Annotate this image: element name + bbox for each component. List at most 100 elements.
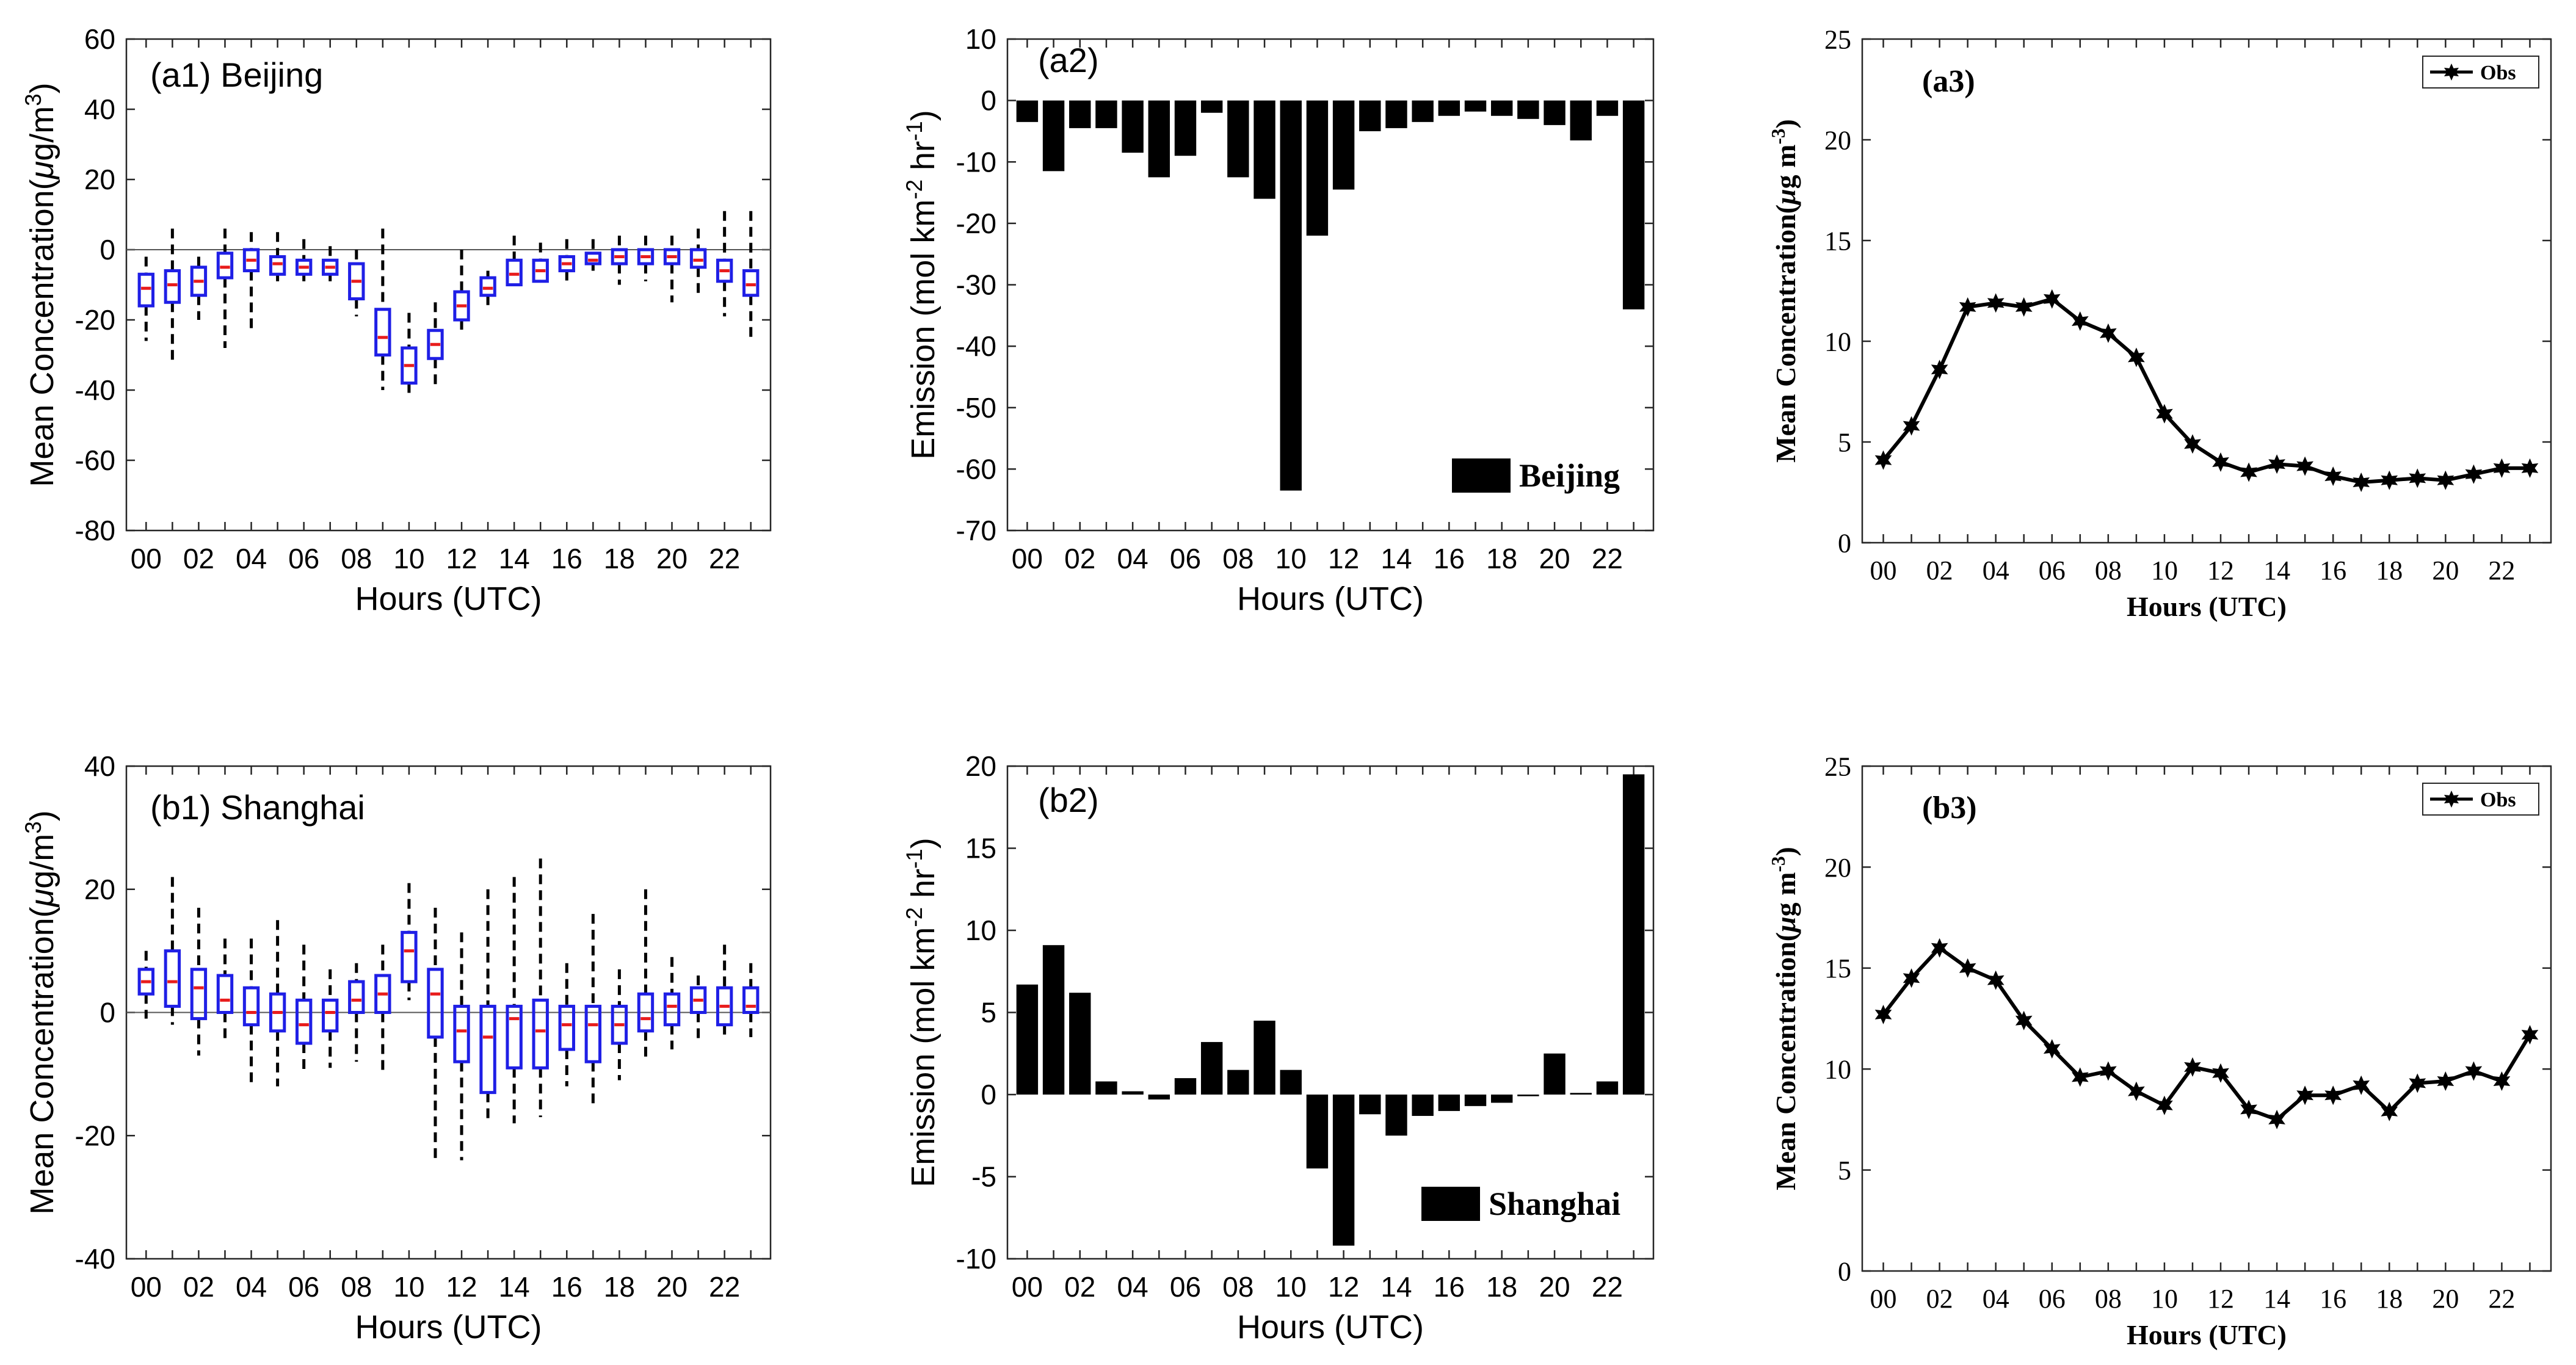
box-b1-03: [216, 938, 234, 1043]
bar-a2-14: [1385, 100, 1407, 128]
bar-a2-22: [1596, 100, 1619, 116]
x-tick-label: 02: [1926, 1284, 1953, 1314]
legend-box: [2422, 56, 2539, 89]
box-b1-21: [689, 975, 707, 1043]
x-tick-label: 06: [288, 1271, 319, 1303]
y-tick-label: -30: [956, 269, 996, 301]
y-tick-label: -60: [75, 444, 115, 476]
x-tick-label: 14: [499, 1271, 530, 1303]
plot-area-frame: [1861, 765, 2552, 1272]
panel-label: (b3): [1922, 791, 1977, 825]
x-tick-label: 16: [1434, 543, 1465, 574]
y-axis-title-part: μ: [24, 161, 60, 181]
y-tick-label: 40: [84, 750, 115, 782]
box-iqr: [137, 968, 154, 996]
panel-label: (a3): [1922, 64, 1975, 99]
bar-a2-18: [1490, 100, 1513, 116]
y-axis-title-part: Emission (mol km: [905, 200, 942, 460]
box-iqr: [584, 1004, 602, 1063]
obs-point-b3-10: [2156, 1095, 2173, 1115]
x-tick-label: 04: [1983, 1284, 2009, 1314]
box-iqr: [216, 252, 234, 280]
box-b1-20: [663, 957, 681, 1050]
bar-a2-16: [1438, 100, 1460, 116]
box-a1-09: [374, 228, 391, 390]
y-tick-label: -40: [75, 1243, 115, 1275]
bar-b2-04: [1122, 1091, 1144, 1095]
obs-point-a3-18: [2381, 470, 2398, 490]
x-tick-label: 22: [2488, 1284, 2515, 1314]
x-tick-label: 16: [551, 1271, 582, 1303]
box-b1-04: [242, 938, 260, 1087]
y-axis-title-part: Mean Concentration(: [24, 179, 60, 487]
box-b1-14: [506, 877, 523, 1124]
y-axis-title-part: ): [24, 82, 60, 93]
plot-area-frame: [1006, 765, 1655, 1260]
obs-point-a3-20: [2437, 470, 2454, 490]
y-axis-title-part: μ: [1770, 916, 1801, 933]
bar-b2-01: [1042, 945, 1065, 1095]
box-iqr: [164, 949, 181, 1008]
box-iqr: [427, 328, 444, 360]
bar-a2-11: [1306, 100, 1329, 236]
box-b1-16: [558, 963, 575, 1087]
box-iqr: [689, 248, 707, 269]
x-tick-label: 12: [2207, 556, 2234, 585]
bar-a2-10: [1280, 100, 1302, 491]
y-tick-label: -10: [956, 1243, 996, 1275]
panel-label: (b1) Shanghai: [150, 788, 365, 827]
bar-b2-09: [1254, 1020, 1275, 1095]
legend-marker: [2444, 63, 2459, 81]
y-tick-label: -50: [956, 392, 996, 424]
x-tick-label: 00: [1012, 543, 1043, 574]
box-a1-08: [348, 250, 365, 317]
y-tick-label: -40: [75, 374, 115, 406]
y-tick-label: -60: [956, 453, 996, 485]
y-axis-title-part: ): [1770, 119, 1801, 128]
obs-point-b3-12: [2212, 1063, 2229, 1083]
obs-point-b3-07: [2072, 1067, 2089, 1087]
bar-a2-17: [1464, 100, 1487, 112]
box-iqr: [401, 346, 418, 385]
x-axis-title: Hours (UTC): [2127, 1319, 2287, 1350]
panel-label: (a2): [1038, 41, 1099, 79]
chart-panel-a3: 0 5 10 15 20 25 00 02 04 06 08 10 12 14 16 18 20 22 Hours …: [1768, 24, 2552, 622]
y-tick-label: 15: [1824, 226, 1851, 256]
y-tick-label: 10: [965, 23, 996, 55]
y-tick-label: 0: [1838, 1256, 1851, 1286]
x-tick-label: 18: [2376, 556, 2403, 585]
box-b1-09: [374, 944, 391, 1074]
bar-a2-19: [1517, 100, 1539, 119]
x-tick-label: 02: [183, 543, 214, 574]
box-iqr: [374, 308, 391, 357]
box-b1-17: [584, 914, 602, 1105]
y-tick-label: 0: [100, 997, 115, 1029]
x-tick-label: 04: [1117, 543, 1148, 574]
y-axis-title: Mean Concentration(μg m-3): [1768, 119, 1802, 463]
x-tick-label: 06: [2039, 556, 2066, 585]
bar-a2-06: [1174, 100, 1197, 156]
y-axis-title-part: hr: [905, 869, 942, 907]
box-iqr: [164, 269, 181, 304]
y-tick-label: 10: [1824, 327, 1851, 357]
y-axis-title-part: g m: [1770, 145, 1801, 189]
obs-point-a3-02: [1931, 360, 1948, 380]
x-tick-label: 04: [1117, 1271, 1148, 1303]
bar-a2-04: [1122, 100, 1144, 153]
box-iqr: [295, 998, 313, 1045]
x-tick-label: 16: [551, 543, 582, 574]
bar-b2-02: [1069, 993, 1091, 1095]
obs-point-a3-14: [2268, 454, 2285, 474]
y-axis-title-part: Mean Concentration(: [1770, 205, 1801, 463]
y-axis-title: Mean Concentration(μg/m3): [21, 82, 61, 487]
x-tick-label: 22: [1592, 1271, 1623, 1303]
x-tick-label: 12: [1328, 1271, 1359, 1303]
x-tick-label: 16: [2320, 556, 2346, 585]
box-iqr: [322, 998, 339, 1033]
x-axis-title: Hours (UTC): [355, 1309, 542, 1345]
y-axis-title-part: g/m: [24, 106, 60, 161]
box-iqr: [374, 974, 391, 1014]
box-a1-03: [216, 228, 234, 348]
box-b1-22: [716, 944, 733, 1037]
bar-a2-08: [1227, 100, 1249, 178]
